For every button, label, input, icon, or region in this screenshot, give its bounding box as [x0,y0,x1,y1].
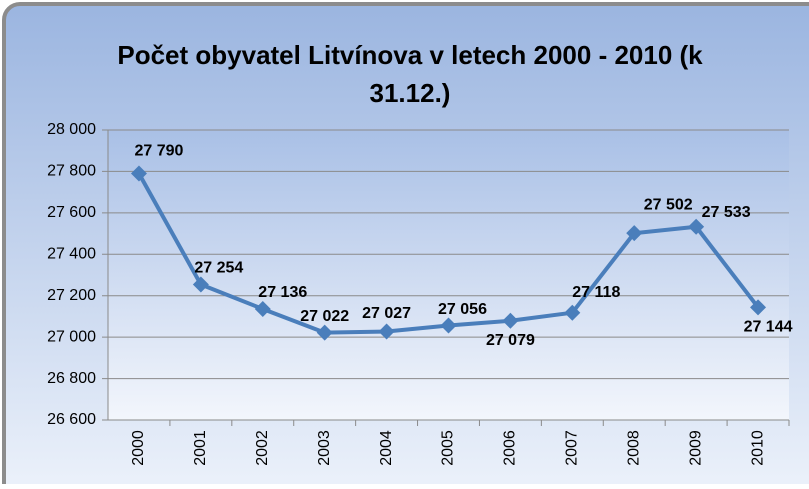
marker [130,165,147,182]
marker [316,324,333,341]
x-tick-label: 2008 [625,430,642,466]
y-tick-label: 27 000 [47,328,96,345]
y-tick-label: 27 400 [47,246,96,263]
marker [378,323,395,340]
marker [626,225,643,242]
data-label: 27 079 [486,332,535,349]
plot-area [108,130,789,420]
data-label: 27 502 [644,196,693,213]
x-tick-label: 2007 [564,430,581,466]
x-tick-label: 2002 [254,430,271,466]
y-tick-label: 28 000 [47,121,96,138]
y-tick-label: 26 600 [47,411,96,428]
x-tick-label: 2003 [316,430,333,466]
marker [688,218,705,235]
data-label: 27 027 [362,305,411,322]
marker [750,299,767,316]
x-tick-label: 2006 [502,430,519,466]
x-tick-label: 2004 [378,430,395,466]
marker [254,300,271,317]
data-label: 27 144 [744,319,793,336]
marker [564,304,581,321]
marker [502,312,519,329]
data-label: 27 022 [300,308,349,325]
y-tick-label: 27 200 [47,287,96,304]
data-label: 27 254 [194,260,243,277]
data-label: 27 790 [134,143,183,160]
data-label: 27 118 [572,284,620,301]
x-tick-label: 2009 [687,430,704,466]
x-tick-label: 2001 [192,430,209,466]
x-tick-label: 2010 [749,430,766,466]
data-label: 27 056 [438,301,487,318]
chart-title: Počet obyvatel Litvínova v letech 2000 -… [117,40,703,108]
x-tick-label: 2005 [440,430,457,466]
marker [440,317,457,334]
marker [192,276,209,293]
x-tick-label: 2000 [130,430,147,466]
y-tick-label: 26 800 [47,370,96,387]
y-tick-label: 27 600 [47,204,96,221]
data-label: 27 533 [702,204,751,221]
data-label: 27 136 [258,284,307,301]
y-tick-label: 27 800 [47,163,96,180]
